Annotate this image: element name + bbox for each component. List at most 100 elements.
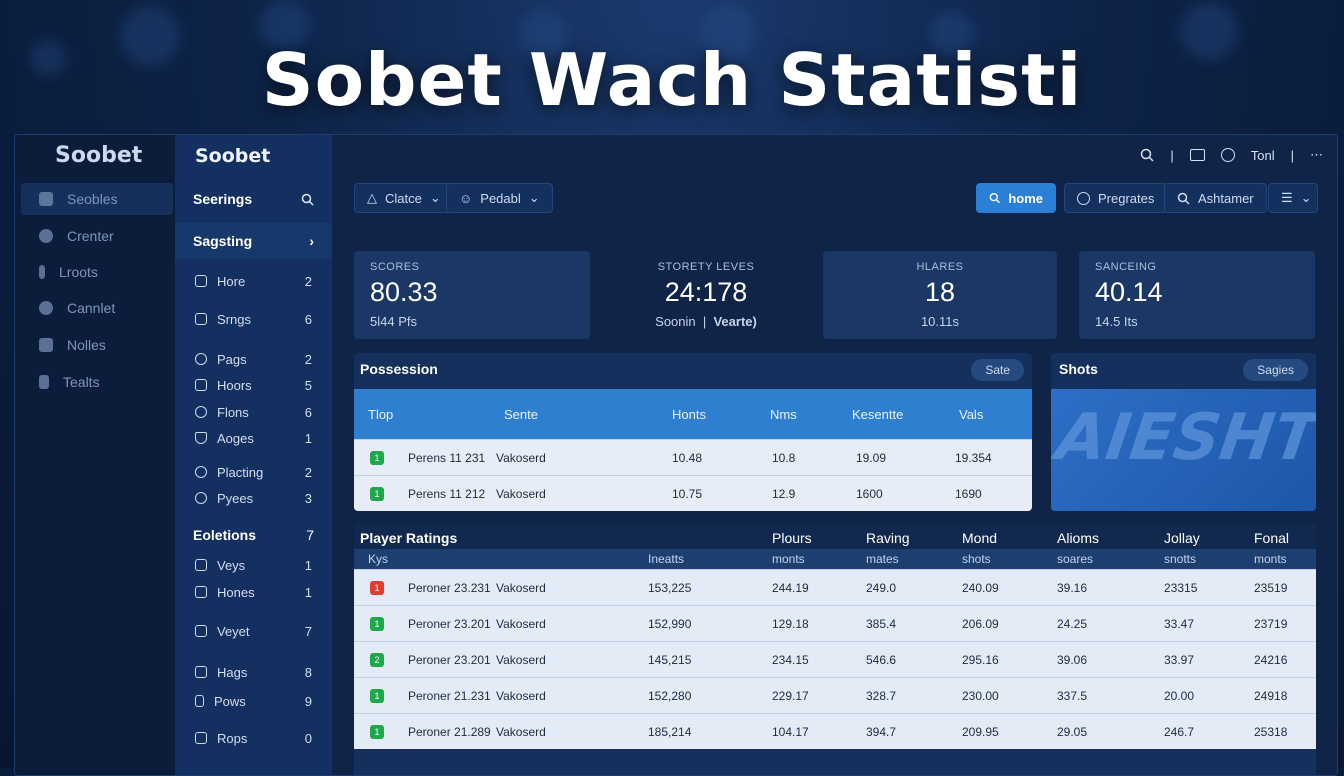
top-icons: | Tonl | ⋯	[1140, 147, 1323, 163]
rail-brand: Soobet	[55, 143, 143, 168]
search-icon[interactable]	[1140, 148, 1154, 162]
chevron-down-icon: ⌄	[528, 190, 540, 205]
sidebar-item[interactable]: Hoors 5	[175, 373, 332, 397]
bokeh-light	[930, 12, 974, 56]
sidebar-item[interactable]: Srngs 6	[175, 307, 332, 331]
sidebar-brand: Soobet	[195, 145, 271, 167]
search-button[interactable]: Ashtamer	[1164, 183, 1267, 213]
sidebar-item[interactable]: Placting 2	[175, 460, 332, 484]
sidebar-item[interactable]: Veys 1	[175, 553, 332, 577]
shots-image: AIESHT	[1051, 389, 1316, 511]
rank-badge: 1	[370, 616, 384, 631]
rank-badge: 1	[370, 724, 384, 739]
tag-icon	[195, 666, 207, 678]
mail-icon	[195, 625, 207, 637]
shots-pill[interactable]: Sagies	[1243, 359, 1308, 381]
divider-icon: |	[1170, 147, 1174, 163]
chevron-down-icon: ⌄	[1300, 190, 1312, 205]
table-row[interactable]: 1 Peroner 23.231 Vakoserd 153,225 244.19 249.…	[354, 569, 1316, 605]
bokeh-light	[260, 0, 310, 50]
sidebar-item[interactable]: Rops 0	[175, 726, 332, 750]
sidebar: Soobet Seerings Sagsting › Hore 2 Srngs 6 …	[175, 135, 332, 775]
bokeh-light	[120, 6, 180, 66]
ratings-subheader: Kys Ineatts monts mates shots soares sno…	[354, 549, 1316, 569]
facebook-icon	[39, 265, 45, 279]
list-icon	[195, 313, 207, 325]
book-icon	[195, 275, 207, 287]
stat-card[interactable]: STORETY LEVES 24:178 Soonin | Vearte)	[655, 261, 757, 329]
rail-item[interactable]: Lroots	[21, 256, 173, 288]
link-icon	[195, 559, 207, 571]
divider-icon: |	[1290, 147, 1294, 163]
gear-icon	[195, 353, 207, 365]
table-row[interactable]: 1 Perens 11 212 Vakoserd 10.75 12.9 1600…	[354, 475, 1032, 511]
list-icon	[195, 586, 207, 598]
refresh-icon	[195, 492, 207, 504]
globe-icon	[1077, 191, 1090, 205]
user-name[interactable]: Tonl	[1250, 147, 1275, 163]
filter-dropdown[interactable]: ☺ Pedabl ⌄	[446, 183, 553, 213]
chevron-right-icon: ›	[309, 233, 314, 249]
bokeh-light	[520, 10, 568, 58]
card-icon[interactable]	[1189, 149, 1205, 161]
sidebar-item[interactable]: Flons 6	[175, 400, 332, 424]
sidebar-item[interactable]: Hags 8	[175, 660, 332, 684]
filter-dropdown[interactable]: △ Clatce ⌄	[354, 183, 454, 213]
warning-icon: △	[367, 190, 377, 205]
table-row[interactable]: 1 Peroner 21.289 Vakoserd 185,214 104.17 394.…	[354, 713, 1316, 749]
rank-badge: 1	[370, 451, 384, 465]
sidebar-item[interactable]: Hore 2	[175, 269, 332, 293]
search-icon	[989, 192, 1000, 204]
sidebar-item[interactable]: Pags 2	[175, 347, 332, 371]
grid-icon	[195, 379, 207, 391]
document-icon	[39, 375, 49, 389]
table-row[interactable]: 1 Perens 11 231 Vakoserd 10.48 10.8 19.0…	[354, 439, 1032, 476]
shots-image-text: AIESHT	[1051, 401, 1316, 475]
player-ratings-panel: Player Ratings Plours Raving Mond Alioms…	[354, 523, 1316, 775]
sidebar-item[interactable]: Pows 9	[175, 689, 332, 713]
grid-icon	[39, 192, 53, 206]
search-icon	[301, 193, 314, 206]
home-button[interactable]: home	[976, 183, 1056, 213]
more-icon[interactable]: ⋯	[1310, 147, 1323, 162]
app-window: Soobet Seobles Crenter Lroots Cannlet No…	[14, 134, 1338, 776]
hero-title: Sobet Wach Statisti	[261, 38, 1083, 122]
panel-title: Possession	[360, 361, 438, 377]
possession-pill[interactable]: Sate	[971, 359, 1024, 381]
sidebar-item[interactable]: Veyet 7	[175, 619, 332, 643]
globe-icon[interactable]	[1220, 148, 1235, 162]
toolbar: △ Clatce ⌄ ☺ Pedabl ⌄ home Pregrates Ashtame…	[332, 183, 1337, 217]
menu-button[interactable]: ☰ ⌄	[1268, 183, 1318, 213]
possession-panel: Possession Sate Tlop Sente Honts Nms Kes…	[354, 353, 1032, 511]
stat-card[interactable]: SCORES 80.33 5l44 Pfs	[354, 251, 590, 339]
rail-item[interactable]: Cannlet	[21, 292, 173, 324]
globe-icon	[39, 301, 53, 315]
menu-icon: ☰	[1281, 190, 1293, 205]
rail-item[interactable]: Tealts	[21, 366, 173, 398]
table-header: Tlop Sente Honts Nms Kesentte Vals	[354, 389, 1032, 439]
stat-cards: SCORES 80.33 5l44 Pfs STORETY LEVES 24:1…	[354, 251, 1317, 339]
rank-badge: 1	[370, 580, 384, 595]
table-row[interactable]: 1 Peroner 23.201 Vakoserd 152,990 129.18 385.…	[354, 605, 1316, 641]
sidebar-item[interactable]: Hones 1	[175, 580, 332, 604]
sidebar-item[interactable]: Pyees 3	[175, 486, 332, 510]
sidebar-section-sagsting[interactable]: Sagsting ›	[175, 223, 332, 259]
people-icon: ☺	[459, 190, 473, 206]
rail-item[interactable]: Crenter	[21, 220, 173, 252]
stat-card[interactable]: HLARES 18 10.11s	[823, 251, 1057, 339]
search-icon	[1177, 192, 1190, 205]
chevron-down-icon: ⌄	[429, 190, 441, 205]
stat-card[interactable]: SANCEING 40.14 14.5 Its	[1079, 251, 1315, 339]
table-row[interactable]: 2 Peroner 23.201 Vakoserd 145,215 234.15 546.…	[354, 641, 1316, 677]
rail-item[interactable]: Seobles	[21, 183, 173, 215]
main-content: | Tonl | ⋯ △ Clatce ⌄ ☺ Pedabl ⌄ home Pregra…	[332, 135, 1337, 775]
sidebar-section-eoletions[interactable]: Eoletions 7	[193, 527, 314, 543]
progress-button[interactable]: Pregrates	[1064, 183, 1168, 213]
gear-icon	[39, 229, 53, 243]
table-row[interactable]: 1 Peroner 21.231 Vakoserd 152,280 229.17 328.…	[354, 677, 1316, 713]
shield-icon	[195, 432, 207, 444]
sidebar-section-settings[interactable]: Seerings	[175, 181, 332, 217]
rail-item[interactable]: Nolles	[21, 329, 173, 361]
shots-panel: Shots Sagies AIESHT	[1051, 353, 1316, 511]
sidebar-item[interactable]: Aoges 1	[175, 426, 332, 450]
